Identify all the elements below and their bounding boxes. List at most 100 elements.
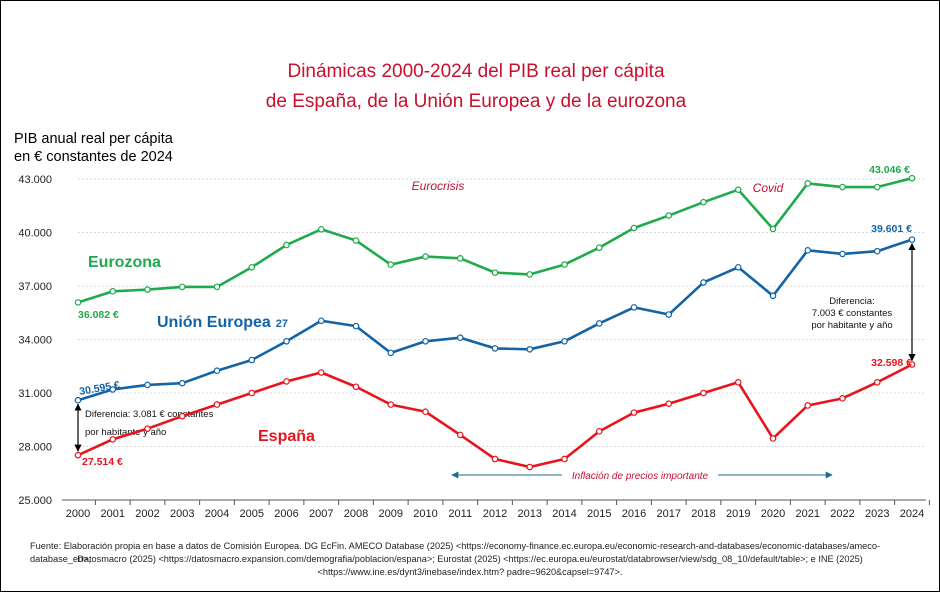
data-point-union-europea: [456, 334, 464, 342]
data-point-espana: [144, 425, 151, 432]
inflation-label-bg: [562, 467, 718, 483]
data-point-eurozona: [491, 269, 499, 276]
y-tick-label: 43.000: [18, 174, 52, 186]
source-note-line-1: Fuente: Elaboración propia en base a dat…: [30, 541, 881, 564]
annotation-diff-2000-line-2: por habitante y año: [85, 427, 166, 438]
data-point-espana: [352, 383, 360, 391]
data-point-espana: [908, 361, 916, 368]
data-point-espana: [769, 435, 777, 442]
data-point-espana: [630, 409, 638, 416]
x-tick-label: 2013: [518, 508, 542, 520]
y-tick-label: 31.000: [18, 388, 52, 400]
data-point-union-europea: [873, 247, 881, 255]
chart-title-line-1: Dinámicas 2000-2024 del PIB real per cáp…: [287, 61, 664, 82]
data-point-eurozona: [109, 288, 117, 295]
x-tick-label: 2006: [274, 508, 298, 520]
data-point-union-europea: [665, 311, 673, 318]
data-point-espana: [873, 378, 881, 386]
value-label-espana-2000: 27.514 €: [82, 456, 123, 468]
y-tick-label: 25.000: [18, 495, 52, 507]
data-point-eurozona: [769, 225, 777, 233]
x-tick-label: 2021: [796, 508, 820, 520]
data-point-eurozona: [456, 255, 464, 262]
chart-title-line-2: de España, de la Unión Europea y de la e…: [266, 91, 687, 112]
data-point-espana: [839, 395, 846, 402]
x-tick-label: 2023: [865, 508, 889, 520]
x-tick-label: 2022: [830, 508, 854, 520]
x-tick-label: 2009: [379, 508, 403, 520]
series-label-union-europea: Unión Europea 27: [157, 314, 288, 331]
annotation-diff-2024-line-3: por habitante y año: [811, 320, 892, 331]
data-point-espana: [526, 463, 534, 471]
value-label-eurozona-2000: 36.082 €: [78, 309, 119, 321]
data-point-espana: [456, 431, 464, 439]
data-point-espana: [317, 369, 325, 376]
data-point-union-europea: [491, 345, 499, 352]
x-tick-label: 2020: [761, 508, 785, 520]
data-point-union-europea: [283, 337, 290, 345]
data-point-union-europea: [109, 386, 117, 393]
data-point-eurozona: [734, 186, 742, 194]
data-point-espana: [700, 389, 707, 397]
data-point-eurozona: [630, 224, 638, 232]
data-point-espana: [595, 428, 603, 435]
data-point-espana: [387, 401, 395, 408]
y-tick-label: 40.000: [18, 228, 52, 240]
data-point-eurozona: [839, 183, 846, 191]
annotation-diff-2024-line-1: Diferencia:: [829, 296, 874, 307]
data-point-eurozona: [352, 237, 360, 244]
data-point-espana: [178, 412, 186, 420]
y-axis-label-line-2: en € constantes de 2024: [14, 149, 173, 165]
x-tick-label: 2002: [135, 508, 159, 520]
annotation-covid: Covid: [753, 181, 784, 195]
data-point-union-europea: [700, 279, 707, 286]
data-point-union-europea: [387, 349, 395, 357]
data-point-eurozona: [387, 261, 395, 268]
data-point-eurozona: [665, 212, 673, 219]
x-tick-label: 2024: [900, 508, 924, 520]
x-tick-label: 2018: [691, 508, 715, 520]
value-label-ue-2000: 30.595 €: [78, 379, 120, 398]
y-tick-label: 37.000: [18, 281, 52, 293]
data-point-union-europea: [630, 304, 638, 311]
data-point-union-europea: [213, 367, 221, 375]
y-axis-label-line-1: PIB anual real per cápita: [14, 131, 174, 147]
data-point-espana: [283, 378, 290, 385]
series-label-espana: España: [258, 428, 315, 445]
data-point-union-europea: [144, 381, 151, 389]
data-point-eurozona: [561, 261, 568, 268]
x-tick-label: 2011: [448, 508, 472, 520]
x-tick-label: 2004: [205, 508, 229, 520]
value-label-espana-2024: 32.598 €: [871, 357, 912, 369]
data-point-eurozona: [908, 174, 916, 182]
x-tick-label: 2001: [101, 508, 125, 520]
x-tick-label: 2007: [309, 508, 333, 520]
annotation-eurocrisis: Eurocrisis: [412, 179, 465, 193]
data-point-union-europea: [804, 247, 812, 254]
series-line-eurozona: [77, 176, 913, 304]
annotation-inflation: Inflación de precios importante: [572, 471, 709, 482]
x-tick-label: 2017: [657, 508, 681, 520]
value-label-ue-2024: 39.601 €: [871, 223, 912, 235]
data-point-union-europea: [908, 236, 916, 243]
data-point-eurozona: [74, 299, 82, 306]
data-point-eurozona: [317, 225, 325, 233]
data-point-eurozona: [526, 271, 534, 278]
data-point-eurozona: [178, 283, 186, 291]
source-note-line-3: <https://www.ine.es/dynt3/inebase/index.…: [317, 567, 623, 577]
value-label-eurozona-2024: 43.046 €: [869, 164, 910, 176]
data-point-union-europea: [734, 263, 742, 271]
data-point-union-europea: [178, 379, 186, 387]
data-point-eurozona: [144, 286, 151, 293]
data-point-espana: [804, 402, 812, 409]
data-point-espana: [109, 436, 117, 443]
source-note-line-2: Datosmacro (2025) <https://datosmacro.ex…: [77, 554, 863, 564]
series-label-union-europea-sub: 27: [276, 318, 288, 330]
data-point-espana: [248, 389, 256, 397]
x-tick-label: 2010: [413, 508, 437, 520]
data-point-eurozona: [595, 244, 603, 251]
data-point-espana: [422, 408, 429, 416]
data-point-eurozona: [804, 180, 812, 187]
y-tick-label: 28.000: [18, 442, 52, 454]
